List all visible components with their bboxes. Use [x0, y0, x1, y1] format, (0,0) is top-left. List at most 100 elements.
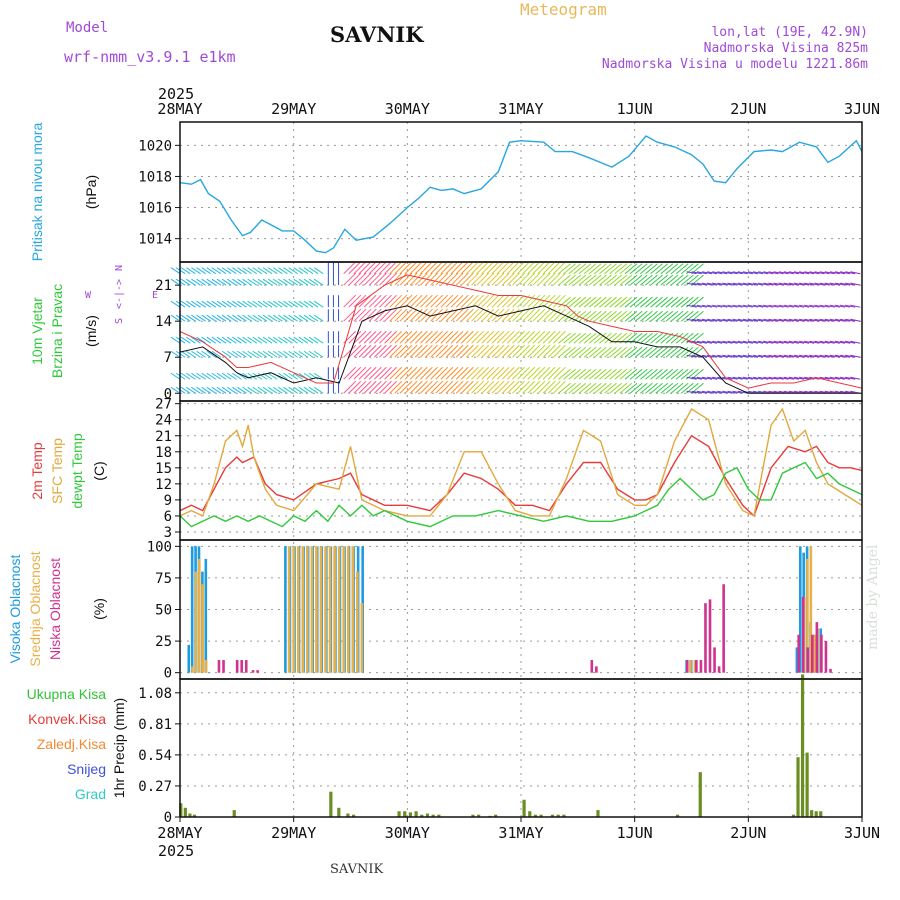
- wind-barb: [645, 274, 658, 286]
- wind-barb: [701, 318, 713, 322]
- precip-bar: [420, 814, 424, 817]
- wind-barb: [573, 263, 587, 275]
- precip-bar: [522, 799, 526, 817]
- wind-barb: [267, 372, 278, 380]
- wind-barb: [242, 300, 252, 308]
- wind-barb: [675, 263, 689, 275]
- wind-barb: [686, 318, 697, 322]
- wind-barb: [216, 267, 227, 275]
- clouds-bar: [722, 584, 725, 673]
- wind-barb: [568, 310, 582, 322]
- wind-barb: [732, 282, 743, 286]
- wind-barb: [778, 304, 789, 308]
- wind-barb: [829, 304, 840, 308]
- wind-barb: [686, 390, 697, 394]
- wind-barb: [460, 261, 474, 275]
- wind-barb: [491, 261, 505, 275]
- wind-barb: [476, 330, 490, 344]
- wind-barb: [578, 346, 592, 358]
- wind-barb: [221, 314, 232, 322]
- wind-barb: [701, 340, 713, 344]
- wind-barb: [675, 332, 689, 344]
- wind-barb: [553, 330, 566, 344]
- wind-barb: [283, 336, 293, 344]
- wind-barb: [481, 272, 495, 286]
- wind-barb: [455, 272, 469, 286]
- wind-barb: [466, 294, 479, 308]
- wind-barb: [399, 261, 413, 275]
- wind-barb: [450, 272, 464, 286]
- wind-barb: [583, 263, 597, 275]
- wind-barb: [170, 278, 181, 286]
- wind-barb: [542, 261, 556, 275]
- wind-barb: [547, 380, 561, 394]
- wind-barb: [773, 376, 784, 380]
- wind-barb: [619, 310, 633, 322]
- wind-barb: [196, 372, 206, 380]
- wind-barb: [191, 386, 201, 394]
- wind-barb: [384, 366, 397, 380]
- wind-barb: [368, 261, 382, 275]
- wind-barb: [778, 376, 789, 380]
- wind-barb: [476, 366, 490, 380]
- wind-barb: [278, 278, 288, 286]
- wind-barb: [558, 346, 571, 358]
- wind-barb: [573, 346, 587, 358]
- wind-barb: [368, 330, 382, 344]
- wind-barb: [604, 274, 617, 286]
- wind-barb: [532, 272, 546, 286]
- wind-barb: [288, 267, 298, 275]
- wind-barb: [252, 267, 263, 275]
- wind-barb: [445, 330, 459, 344]
- wind-barb: [763, 318, 774, 322]
- wind-barb: [563, 274, 576, 286]
- wind-barb: [476, 344, 490, 358]
- wind-barb: [425, 272, 438, 286]
- wind-barb: [257, 372, 268, 380]
- wind-barb: [201, 300, 211, 308]
- wind-barb: [409, 330, 423, 344]
- wind-barb: [829, 376, 840, 380]
- wind-barb: [186, 267, 196, 275]
- wind-unit-label: (m/s): [83, 315, 99, 347]
- wind-ytick-label: 7: [164, 350, 172, 366]
- clouds-bar: [251, 670, 255, 673]
- wind-barb: [363, 380, 377, 394]
- wind-barb: [226, 372, 237, 380]
- wind-barb: [430, 330, 443, 344]
- wind-barb: [696, 318, 707, 322]
- clouds-bar: [811, 634, 814, 673]
- wind-barb: [650, 368, 663, 380]
- wind-barb: [624, 296, 638, 308]
- wind-barb: [732, 271, 743, 275]
- wind-barb: [763, 354, 774, 358]
- wind-barb: [379, 272, 392, 286]
- wind-barb: [242, 267, 252, 275]
- wind-barb: [491, 272, 505, 286]
- wind-barb: [742, 376, 753, 380]
- wind-barb: [450, 366, 464, 380]
- clouds-bar: [798, 546, 802, 673]
- wind-barb: [588, 274, 602, 286]
- wind-barb: [389, 366, 403, 380]
- wind-barb: [722, 304, 733, 308]
- wind-barb: [727, 271, 738, 275]
- wind-barb: [650, 274, 663, 286]
- wind-barb: [517, 344, 530, 358]
- wind-barb: [824, 271, 835, 275]
- wind-barb: [481, 366, 495, 380]
- wind-barb: [384, 344, 397, 358]
- clouds-bar: [319, 546, 323, 673]
- wind-barb: [599, 263, 612, 275]
- elevation-label: Nadmorska Visina 825m: [703, 41, 868, 56]
- wind-barb: [399, 344, 413, 358]
- wind-barb: [374, 261, 387, 275]
- clouds-bar: [256, 670, 259, 673]
- wind-barb: [288, 278, 298, 286]
- wind-barb: [742, 282, 753, 286]
- wind-barb: [293, 300, 304, 308]
- clouds-bar: [820, 634, 823, 673]
- wind-barb: [206, 300, 217, 308]
- wind-barb: [252, 372, 263, 380]
- temperature-ytick-label: 15: [155, 461, 172, 477]
